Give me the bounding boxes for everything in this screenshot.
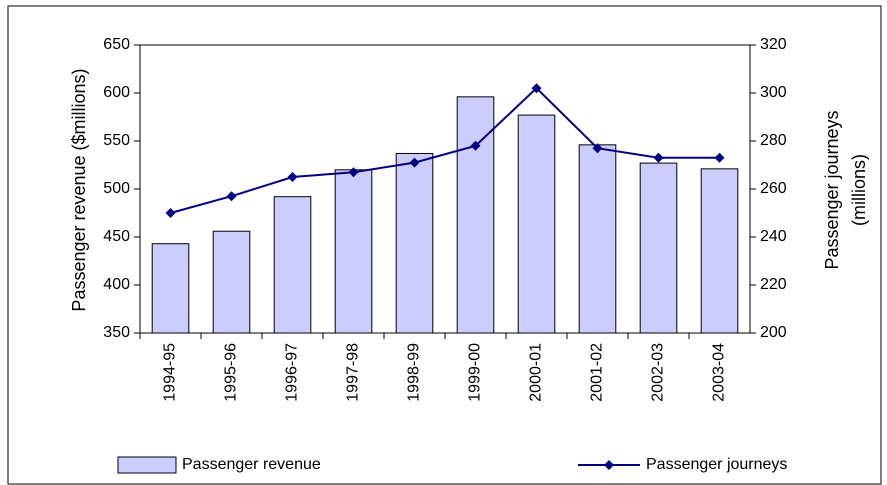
bar bbox=[639, 162, 678, 334]
bar bbox=[151, 243, 190, 334]
line bbox=[170, 86, 720, 214]
legend-label: Passenger revenue bbox=[182, 456, 321, 473]
bar bbox=[456, 96, 495, 334]
marker bbox=[165, 208, 176, 218]
y-tick-label: 500 bbox=[103, 180, 130, 197]
x-tick-label: 1994-95 bbox=[162, 343, 179, 402]
bar bbox=[334, 169, 373, 334]
marker bbox=[348, 167, 359, 178]
marker bbox=[714, 152, 725, 163]
bar bbox=[578, 144, 617, 334]
marker bbox=[409, 157, 420, 168]
bar bbox=[700, 168, 739, 334]
y2-tick-label: 240 bbox=[760, 228, 787, 245]
y2-tick-label: 200 bbox=[760, 324, 787, 341]
y-tick-label: 350 bbox=[103, 324, 130, 341]
x-tick-label: 2002-03 bbox=[650, 343, 667, 402]
y-tick-label: 400 bbox=[103, 276, 130, 293]
x-tick-label: 2000-01 bbox=[528, 343, 545, 402]
y-tick-label: 650 bbox=[103, 36, 130, 53]
bar bbox=[517, 114, 556, 334]
x-tick-label: 2001-02 bbox=[589, 343, 606, 402]
x-tick-label: 1998-99 bbox=[406, 343, 423, 402]
marker bbox=[653, 152, 664, 163]
legend-swatch bbox=[117, 456, 177, 474]
marker bbox=[287, 172, 298, 182]
marker bbox=[226, 191, 237, 202]
marker bbox=[531, 83, 542, 94]
y2-tick-label: 300 bbox=[760, 84, 787, 101]
y-tick-label: 450 bbox=[103, 228, 130, 245]
bar bbox=[212, 230, 251, 334]
y2-tick-label: 220 bbox=[760, 276, 787, 293]
marker bbox=[470, 140, 481, 151]
y-tick-label: 600 bbox=[103, 84, 130, 101]
y2-axis-title: (millions) bbox=[849, 154, 869, 226]
y2-tick-label: 260 bbox=[760, 180, 787, 197]
x-tick-label: 1999-00 bbox=[467, 343, 484, 402]
bar bbox=[395, 152, 434, 334]
x-tick-label: 1996-97 bbox=[284, 343, 301, 402]
y-axis-title: Passenger revenue ($millions) bbox=[69, 68, 89, 311]
x-tick-label: 2003-04 bbox=[711, 343, 728, 402]
x-tick-label: 1995-96 bbox=[223, 343, 240, 402]
y-tick-label: 550 bbox=[103, 132, 130, 149]
bar bbox=[273, 196, 312, 334]
y2-tick-label: 280 bbox=[760, 132, 787, 149]
y2-tick-label: 320 bbox=[760, 36, 787, 53]
legend-marker bbox=[604, 460, 614, 470]
y2-axis-title: Passenger journeys bbox=[822, 110, 842, 269]
marker bbox=[592, 143, 603, 154]
x-tick-label: 1997-98 bbox=[345, 343, 362, 402]
legend-label: Passenger journeys bbox=[646, 456, 787, 473]
